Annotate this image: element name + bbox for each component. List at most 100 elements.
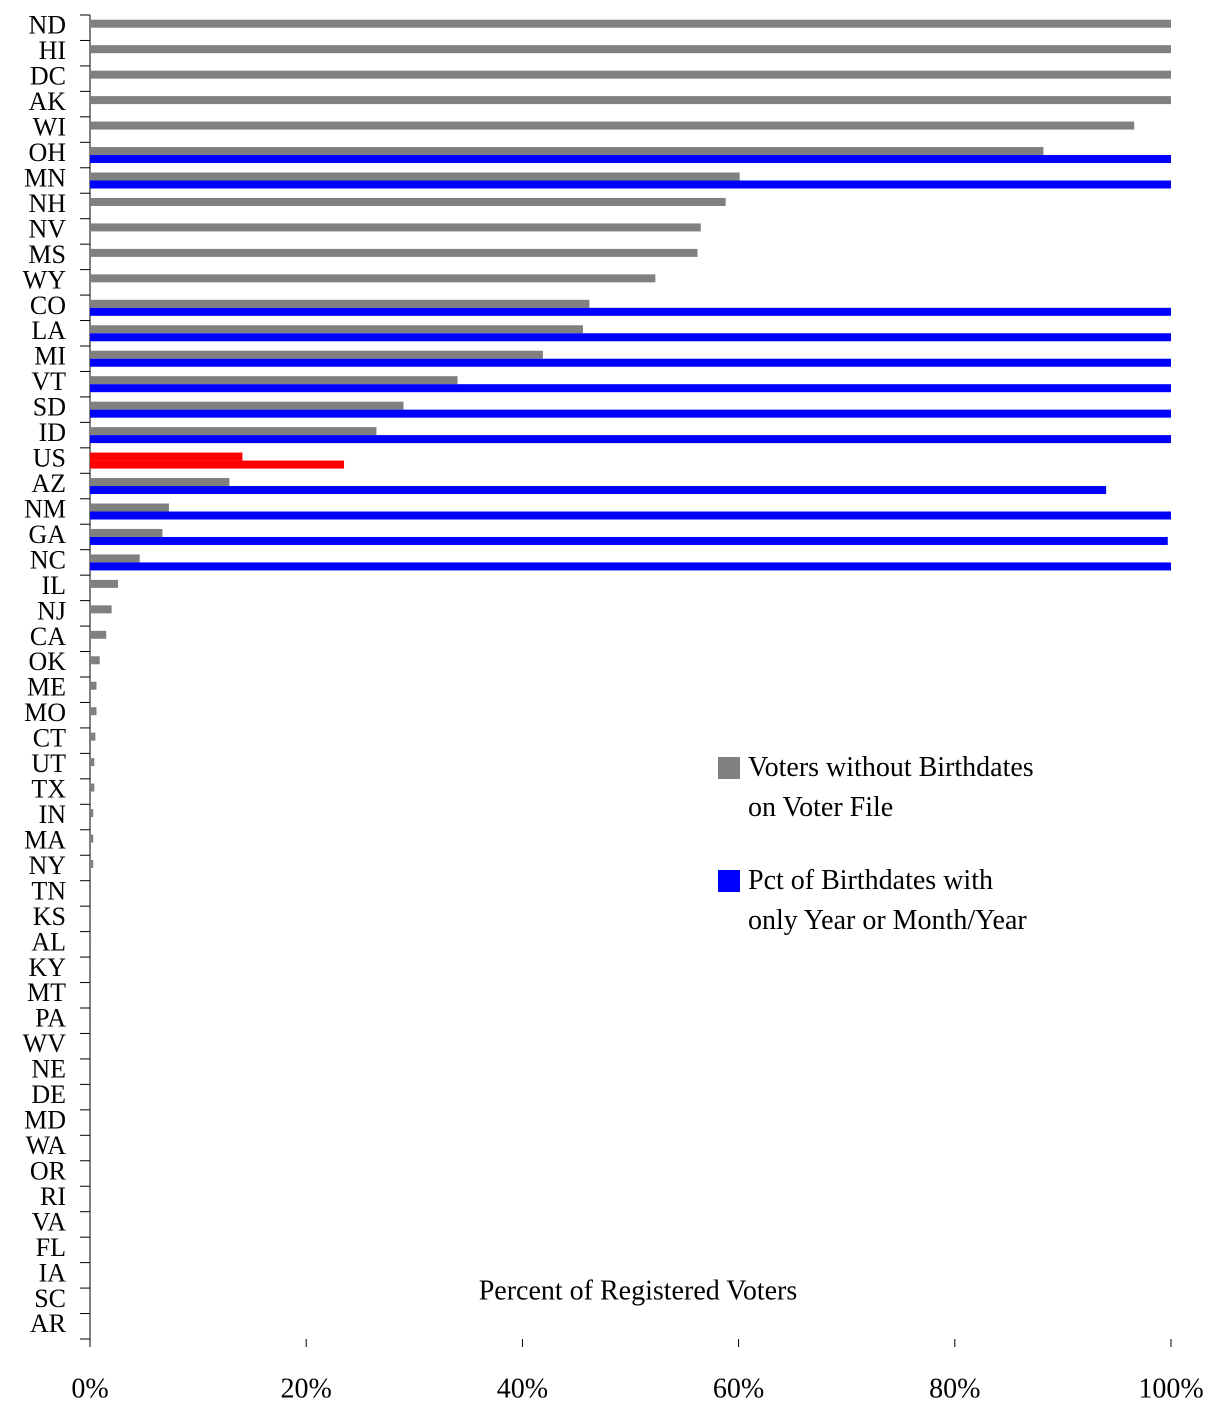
bar bbox=[90, 834, 94, 843]
x-tick-label: 100% bbox=[1138, 1373, 1203, 1404]
y-tick-label: ME bbox=[27, 673, 66, 702]
y-tick-label: MO bbox=[24, 698, 66, 727]
bar bbox=[90, 536, 1168, 545]
y-tick-label: SC bbox=[34, 1284, 66, 1313]
bar bbox=[90, 656, 100, 665]
bar bbox=[90, 486, 1107, 495]
y-tick-label: MT bbox=[27, 978, 66, 1007]
bar bbox=[90, 307, 1171, 316]
y-tick-label: GA bbox=[28, 520, 66, 549]
bar bbox=[90, 605, 112, 614]
bar bbox=[90, 358, 1171, 367]
bar bbox=[90, 460, 345, 469]
bar bbox=[90, 325, 583, 334]
y-tick-label: TN bbox=[31, 876, 66, 905]
bar bbox=[90, 223, 701, 232]
legend-swatch bbox=[718, 870, 740, 892]
y-tick-label: MD bbox=[24, 1106, 66, 1135]
bar bbox=[90, 121, 1135, 130]
bar bbox=[90, 435, 1171, 444]
bar bbox=[90, 299, 590, 308]
y-tick-label: KY bbox=[28, 953, 66, 982]
bar bbox=[90, 333, 1171, 342]
y-tick-label: NM bbox=[24, 494, 66, 523]
bar bbox=[90, 147, 1044, 156]
y-tick-label: MS bbox=[28, 240, 66, 269]
bar bbox=[90, 172, 740, 181]
bar bbox=[90, 758, 95, 767]
bar bbox=[90, 859, 94, 868]
y-tick-label: WA bbox=[26, 1131, 67, 1160]
y-tick-label: ID bbox=[39, 418, 66, 447]
y-tick-label: MN bbox=[24, 163, 66, 192]
bar bbox=[90, 197, 726, 206]
bar bbox=[90, 70, 1171, 79]
bar bbox=[90, 452, 243, 461]
bar bbox=[90, 427, 377, 436]
bar bbox=[90, 478, 230, 487]
bar bbox=[90, 503, 169, 512]
bar bbox=[90, 783, 95, 792]
y-tick-label: DE bbox=[31, 1080, 66, 1109]
bar bbox=[90, 350, 543, 359]
y-tick-label: DC bbox=[30, 62, 66, 91]
bar bbox=[90, 528, 163, 537]
bar bbox=[90, 96, 1171, 105]
x-tick-label: 40% bbox=[497, 1373, 548, 1404]
y-tick-label: OK bbox=[28, 647, 66, 676]
bar bbox=[90, 180, 1171, 189]
bar bbox=[90, 707, 97, 716]
bar bbox=[90, 376, 458, 385]
bar bbox=[90, 732, 96, 741]
bar bbox=[90, 681, 97, 690]
y-tick-label: CO bbox=[30, 291, 66, 320]
bar bbox=[90, 987, 92, 996]
y-tick-label: RI bbox=[40, 1182, 66, 1211]
bar bbox=[90, 936, 92, 945]
y-tick-label: OR bbox=[30, 1156, 67, 1185]
bar bbox=[90, 274, 656, 283]
y-tick-label: ND bbox=[28, 11, 66, 40]
x-tick-label: 20% bbox=[281, 1373, 332, 1404]
y-tick-label: IA bbox=[39, 1258, 67, 1287]
y-tick-label: US bbox=[33, 444, 66, 473]
x-tick-label: 60% bbox=[713, 1373, 764, 1404]
y-tick-label: VT bbox=[31, 367, 66, 396]
bar bbox=[90, 409, 1171, 418]
bar bbox=[90, 155, 1171, 164]
y-tick-label: MA bbox=[24, 825, 66, 854]
y-tick-label: CA bbox=[30, 622, 66, 651]
bar bbox=[90, 554, 140, 563]
bar bbox=[90, 511, 1171, 520]
bar bbox=[90, 885, 92, 894]
bar bbox=[90, 45, 1171, 54]
x-axis-title: Percent of Registered Voters bbox=[479, 1275, 798, 1306]
y-tick-label: NC bbox=[30, 545, 66, 574]
y-tick-label: SD bbox=[33, 393, 66, 422]
bar bbox=[90, 961, 92, 970]
y-tick-label: VA bbox=[32, 1207, 66, 1236]
y-tick-label: TX bbox=[31, 775, 66, 804]
y-tick-label: WY bbox=[23, 265, 67, 294]
y-tick-label: OH bbox=[28, 138, 66, 167]
y-tick-label: MI bbox=[34, 342, 66, 371]
y-tick-label: NY bbox=[28, 851, 66, 880]
y-tick-label: FL bbox=[36, 1233, 66, 1262]
legend-label: Pct of Birthdates with only Year or Mont… bbox=[748, 865, 1027, 936]
bar bbox=[90, 384, 1171, 393]
y-tick-label: WV bbox=[23, 1029, 67, 1058]
y-tick-label: NE bbox=[31, 1055, 66, 1084]
y-tick-label: NV bbox=[28, 214, 66, 243]
y-tick-label: IN bbox=[39, 800, 67, 829]
bar bbox=[90, 910, 92, 919]
y-tick-label: LA bbox=[31, 316, 66, 345]
x-tick-label: 0% bbox=[71, 1373, 108, 1404]
y-tick-label: HI bbox=[39, 36, 66, 65]
legend-label: Voters without Birthdates on Voter File bbox=[748, 752, 1034, 823]
y-tick-label: AL bbox=[31, 927, 66, 956]
y-tick-label: CT bbox=[33, 724, 66, 753]
bar bbox=[90, 809, 94, 818]
y-tick-label: IL bbox=[41, 571, 66, 600]
